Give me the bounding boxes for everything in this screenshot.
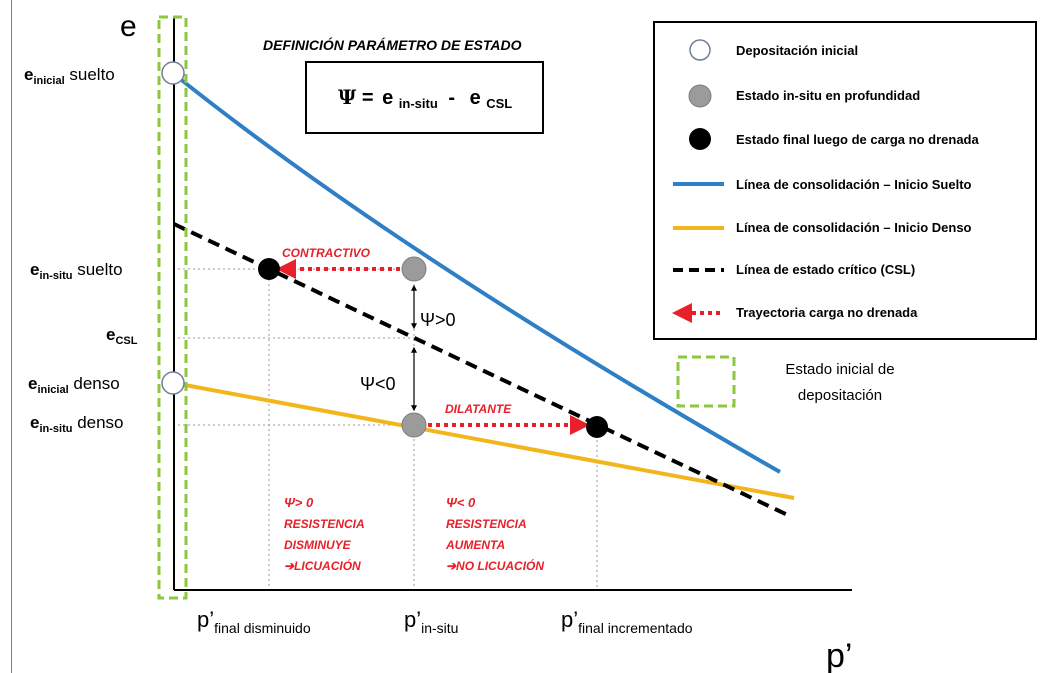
dilatante-label: DILATANTE xyxy=(445,402,512,416)
zone-left-text: Ψ> 0 RESISTENCIA DISMINUYE ➔LICUACIÓN xyxy=(284,495,365,573)
guide-lines xyxy=(178,268,598,590)
formula-text: Ψ = e in-situ - e CSL xyxy=(338,85,512,113)
legend-item-6-label: Trayectoria carga no drenada xyxy=(736,305,918,320)
legend-item-3-label: Línea de consolidación – Inicio Suelto xyxy=(736,177,972,192)
zone-left-line2: RESISTENCIA xyxy=(284,517,365,531)
formula-term1-base: e xyxy=(382,87,393,109)
legend-item-5-label: Línea de estado crítico (CSL) xyxy=(736,262,915,277)
zone-left-line1: Ψ> 0 xyxy=(284,495,314,510)
insitu-loose-point xyxy=(401,256,427,282)
yellow-consolidation-line xyxy=(173,381,795,500)
zone-right-line4: ➔NO LICUACIÓN xyxy=(446,558,544,573)
initial-deposition-dense-point xyxy=(161,371,185,395)
zone-right-line3: AUMENTA xyxy=(445,538,505,552)
legend-black-circle-icon xyxy=(689,128,711,150)
zone-right-line2: RESISTENCIA xyxy=(446,517,527,531)
frame-left-border xyxy=(11,0,12,673)
legend-item-4-label: Línea de consolidación – Inicio Denso xyxy=(736,220,972,235)
formula-term2-base: e xyxy=(470,87,481,109)
deposition-note-icon xyxy=(676,355,736,408)
label-p-final-incrementado: p’final incrementado xyxy=(561,607,693,636)
zone-left-line3: DISMINUYE xyxy=(284,538,352,552)
label-e-inicial-suelto: einicial suelto xyxy=(24,65,115,87)
legend-grey-circle-icon xyxy=(688,84,712,108)
zone-left-line4: ➔LICUACIÓN xyxy=(284,558,361,573)
formula-minus: - xyxy=(448,87,455,109)
psi-negative-label: Ψ<0 xyxy=(360,374,396,394)
legend-item-0-label: Depositación inicial xyxy=(736,43,858,58)
legend-open-circle-icon xyxy=(689,39,711,61)
legend-item-1-label: Estado in-situ en profundidad xyxy=(736,88,920,103)
zone-right-line1: Ψ< 0 xyxy=(446,495,476,510)
legend-box xyxy=(653,21,1037,340)
label-e-insitu-suelto: ein-situ suelto xyxy=(30,260,123,282)
deposition-note-line2: depositación xyxy=(798,387,882,404)
deposition-note-line1: Estado inicial de xyxy=(785,361,894,378)
formula-term2-sub: CSL xyxy=(486,96,512,111)
label-e-csl: eCSL xyxy=(106,325,138,347)
zone-right-text: Ψ< 0 RESISTENCIA AUMENTA ➔NO LICUACIÓN xyxy=(445,495,544,573)
psi-positive-label: Ψ>0 xyxy=(420,310,456,330)
legend: Depositación inicial Estado in-situ en p… xyxy=(653,21,1037,340)
label-e-insitu-denso: ein-situ denso xyxy=(30,413,124,435)
deposition-highlight-box xyxy=(157,15,188,600)
formula-box xyxy=(305,61,544,134)
label-p-final-disminuido: p’final disminuido xyxy=(197,607,311,636)
label-p-insitu: p’in-situ xyxy=(404,607,458,636)
final-loose-point xyxy=(258,258,280,280)
label-e-inicial-denso: einicial denso xyxy=(28,374,120,396)
insitu-dense-point xyxy=(401,412,427,438)
blue-consolidation-line xyxy=(172,72,781,474)
formula-psi: Ψ xyxy=(338,85,357,109)
y-axis-label: e xyxy=(120,10,137,43)
diagram-title: DEFINICIÓN PARÁMETRO DE ESTADO xyxy=(263,36,522,53)
contractivo-label: CONTRACTIVO xyxy=(282,246,371,260)
initial-deposition-loose-point xyxy=(161,61,185,85)
x-axis-label: p’ xyxy=(826,637,852,673)
formula-equals: = xyxy=(362,87,374,109)
legend-item-2-label: Estado final luego de carga no drenada xyxy=(736,132,979,147)
formula-term1-sub: in-situ xyxy=(399,96,438,111)
final-dense-point xyxy=(586,416,608,438)
